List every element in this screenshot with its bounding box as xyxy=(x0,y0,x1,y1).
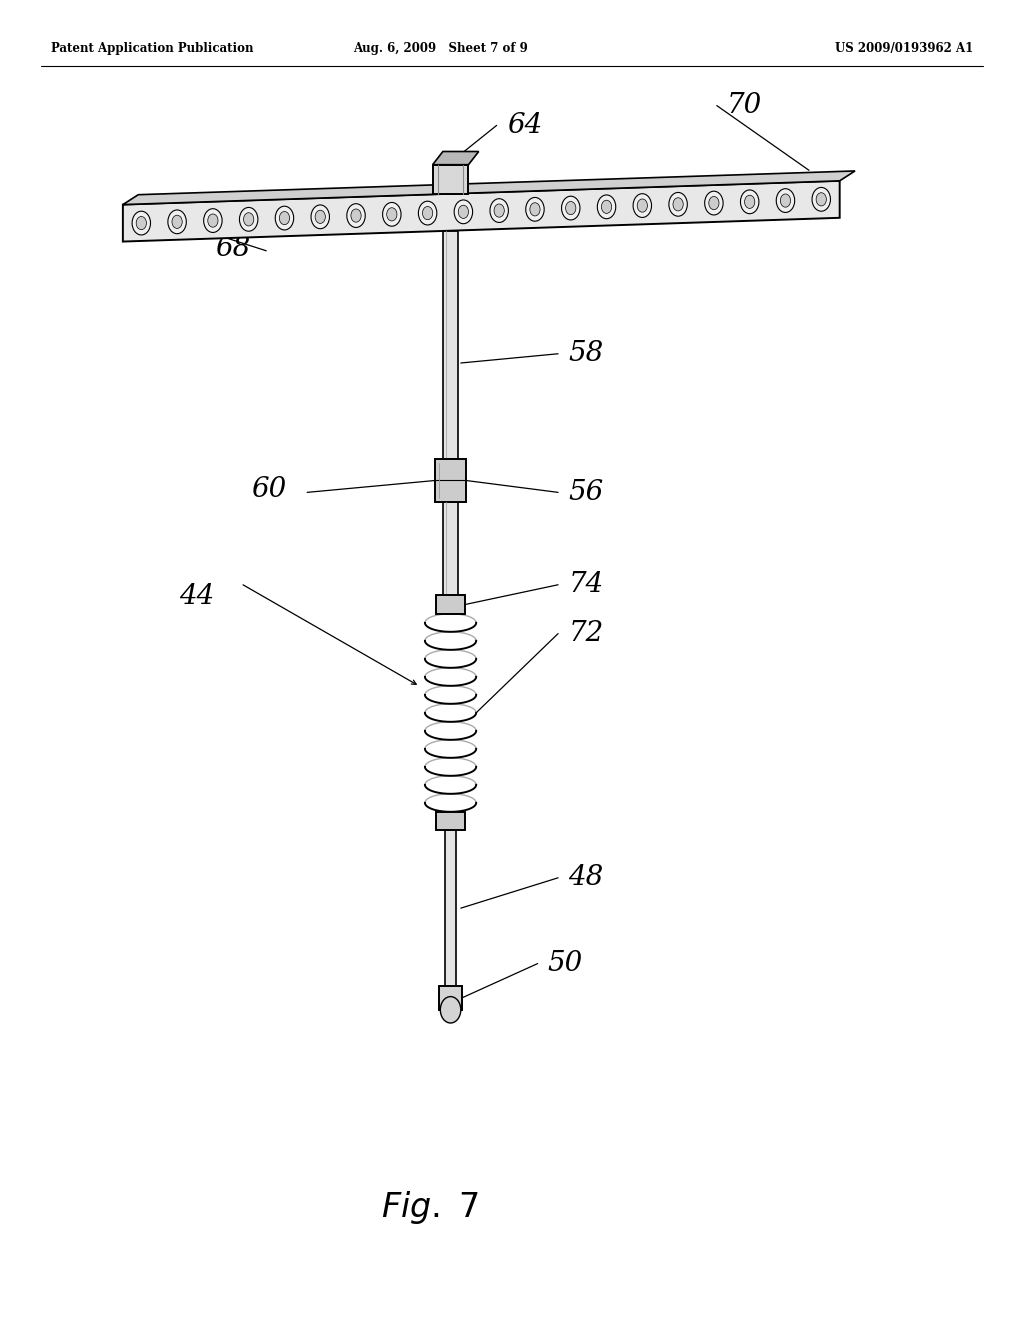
Circle shape xyxy=(315,210,326,223)
Circle shape xyxy=(705,191,723,215)
Bar xyxy=(443,231,458,459)
Circle shape xyxy=(633,194,651,218)
Circle shape xyxy=(455,199,473,223)
Text: 70: 70 xyxy=(727,92,762,119)
Circle shape xyxy=(136,216,146,230)
Circle shape xyxy=(601,201,611,214)
Bar xyxy=(432,165,469,194)
Bar xyxy=(445,830,456,986)
Text: 68: 68 xyxy=(215,235,250,261)
Bar xyxy=(439,986,462,1010)
Circle shape xyxy=(347,203,366,227)
Text: 60: 60 xyxy=(251,477,286,503)
Circle shape xyxy=(275,206,294,230)
Circle shape xyxy=(132,211,151,235)
Text: Aug. 6, 2009   Sheet 7 of 9: Aug. 6, 2009 Sheet 7 of 9 xyxy=(353,42,527,55)
Text: 58: 58 xyxy=(568,341,603,367)
Text: 64: 64 xyxy=(507,112,542,139)
Text: 56: 56 xyxy=(568,479,603,506)
Bar xyxy=(436,595,465,614)
Text: 44: 44 xyxy=(179,583,214,610)
Circle shape xyxy=(812,187,830,211)
Circle shape xyxy=(240,207,258,231)
Circle shape xyxy=(565,202,575,215)
Circle shape xyxy=(383,202,401,226)
Text: 74: 74 xyxy=(568,572,603,598)
Circle shape xyxy=(244,213,254,226)
Bar xyxy=(435,459,466,502)
Circle shape xyxy=(669,193,687,216)
Circle shape xyxy=(351,209,361,222)
Circle shape xyxy=(561,197,580,220)
Polygon shape xyxy=(123,181,840,242)
Circle shape xyxy=(419,201,437,224)
Text: 72: 72 xyxy=(568,620,603,647)
Text: 50: 50 xyxy=(548,950,583,977)
Circle shape xyxy=(494,205,504,218)
Circle shape xyxy=(387,207,397,220)
Polygon shape xyxy=(123,172,855,205)
Polygon shape xyxy=(432,152,479,165)
Circle shape xyxy=(459,205,469,218)
Circle shape xyxy=(204,209,222,232)
Circle shape xyxy=(440,997,461,1023)
Circle shape xyxy=(740,190,759,214)
Circle shape xyxy=(168,210,186,234)
Circle shape xyxy=(525,198,544,222)
Circle shape xyxy=(529,203,540,216)
Circle shape xyxy=(172,215,182,228)
Circle shape xyxy=(423,206,433,219)
Bar xyxy=(443,502,458,614)
Text: Patent Application Publication: Patent Application Publication xyxy=(51,42,254,55)
Circle shape xyxy=(776,189,795,213)
Circle shape xyxy=(816,193,826,206)
Text: $\mathit{Fig.}$ $\mathit{7}$: $\mathit{Fig.}$ $\mathit{7}$ xyxy=(381,1189,479,1226)
Circle shape xyxy=(709,197,719,210)
Circle shape xyxy=(673,198,683,211)
Circle shape xyxy=(744,195,755,209)
Circle shape xyxy=(597,195,615,219)
Text: US 2009/0193962 A1: US 2009/0193962 A1 xyxy=(835,42,973,55)
Circle shape xyxy=(637,199,647,213)
Circle shape xyxy=(489,199,508,223)
Text: 48: 48 xyxy=(568,865,603,891)
Bar xyxy=(436,812,465,830)
Circle shape xyxy=(208,214,218,227)
Circle shape xyxy=(780,194,791,207)
Circle shape xyxy=(280,211,290,224)
Circle shape xyxy=(311,205,330,228)
